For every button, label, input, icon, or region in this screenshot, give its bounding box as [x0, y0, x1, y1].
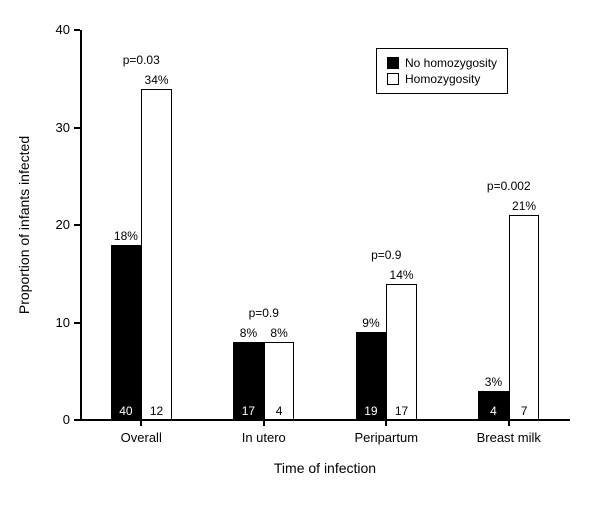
y-tick-label: 30: [40, 120, 70, 135]
p-value-label: p=0.9: [249, 306, 279, 320]
x-tick: [385, 420, 387, 426]
x-category-label: Breast milk: [477, 430, 541, 445]
y-tick-label: 40: [40, 22, 70, 37]
bar-pct-label: 18%: [114, 229, 138, 243]
bar-homozygosity: [509, 215, 540, 420]
bar-pct-label: 9%: [362, 316, 379, 330]
y-axis: [80, 30, 82, 420]
legend-item: Homozygosity: [387, 71, 497, 87]
bar-count-label: 17: [242, 404, 255, 418]
p-value-label: p=0.002: [487, 179, 531, 193]
bar-count-label: 19: [364, 404, 377, 418]
legend-label: Homozygosity: [405, 71, 480, 87]
y-tick: [74, 419, 80, 421]
bar-pct-label: 34%: [145, 73, 169, 87]
legend: No homozygosityHomozygosity: [376, 48, 508, 94]
y-tick-label: 0: [40, 412, 70, 427]
legend-label: No homozygosity: [405, 55, 497, 71]
bar-homozygosity: [386, 284, 417, 421]
bar-no-homozygosity: [111, 245, 142, 421]
y-tick-label: 10: [40, 315, 70, 330]
x-tick: [263, 420, 265, 426]
x-tick: [508, 420, 510, 426]
y-axis-label: Proportion of infants infected: [16, 136, 32, 314]
bar-count-label: 40: [119, 404, 132, 418]
y-tick: [74, 29, 80, 31]
bar-count-label: 4: [490, 404, 497, 418]
x-category-label: Overall: [121, 430, 162, 445]
bar-pct-label: 3%: [485, 375, 502, 389]
legend-swatch: [387, 57, 399, 69]
infection-chart: 0 10 20 30 40 Proportion of infants infected O…: [0, 0, 601, 506]
bar-pct-label: 8%: [240, 326, 257, 340]
y-tick: [74, 322, 80, 324]
x-axis-label: Time of infection: [274, 460, 376, 476]
x-category-label: In utero: [242, 430, 286, 445]
y-tick: [74, 127, 80, 129]
bar-pct-label: 14%: [390, 268, 414, 282]
bar-count-label: 17: [395, 404, 408, 418]
bar-count-label: 7: [521, 404, 528, 418]
p-value-label: p=0.03: [123, 53, 160, 67]
x-tick: [140, 420, 142, 426]
y-tick: [74, 224, 80, 226]
p-value-label: p=0.9: [371, 248, 401, 262]
legend-swatch: [387, 73, 399, 85]
bar-homozygosity: [141, 89, 172, 421]
bar-pct-label: 8%: [270, 326, 287, 340]
bar-count-label: 12: [150, 404, 163, 418]
bar-count-label: 4: [276, 404, 283, 418]
bar-pct-label: 21%: [512, 199, 536, 213]
x-category-label: Peripartum: [354, 430, 418, 445]
legend-item: No homozygosity: [387, 55, 497, 71]
y-tick-label: 20: [40, 217, 70, 232]
